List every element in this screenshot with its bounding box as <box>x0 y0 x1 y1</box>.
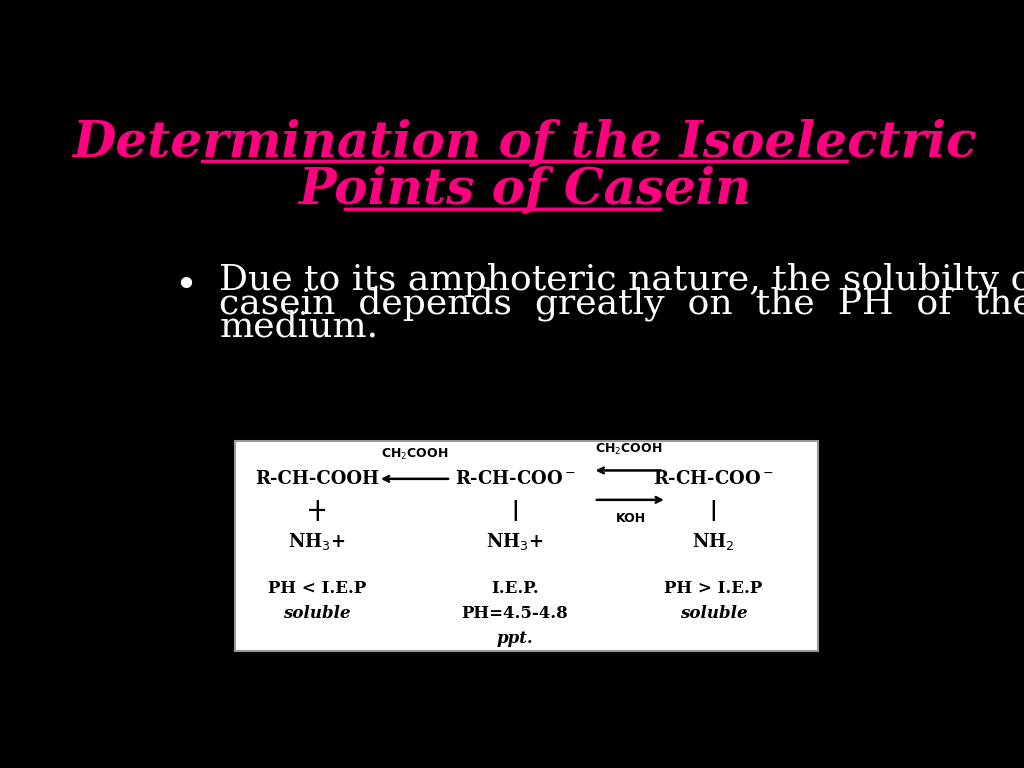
FancyBboxPatch shape <box>236 441 818 651</box>
Text: Determination of the Isoelectric: Determination of the Isoelectric <box>73 118 977 167</box>
Text: Points of Casein: Points of Casein <box>298 165 752 214</box>
Text: medium.: medium. <box>219 310 379 344</box>
Text: •: • <box>174 266 197 305</box>
Text: Due to its amphoteric nature, the solubilty of: Due to its amphoteric nature, the solubi… <box>219 263 1024 297</box>
Text: casein  depends  greatly  on  the  PH  of  the: casein depends greatly on the PH of the <box>219 286 1024 320</box>
